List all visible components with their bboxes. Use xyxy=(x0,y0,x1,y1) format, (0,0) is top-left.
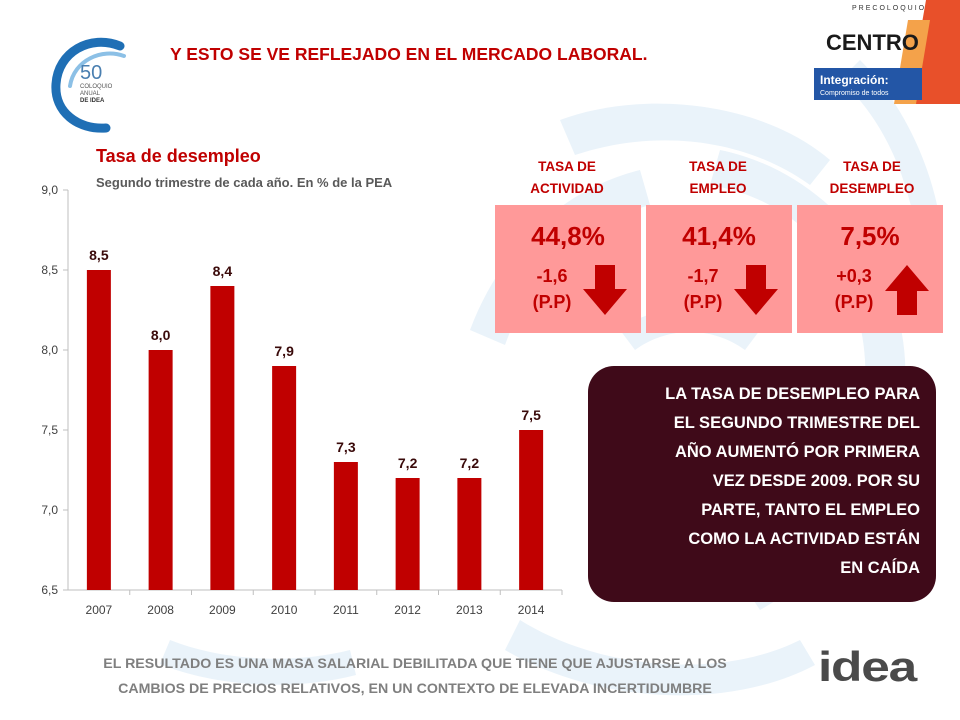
indicator-empleo: 41,4% -1,7 (P.P) xyxy=(646,205,792,333)
centro-label: CENTRO xyxy=(826,30,919,55)
message-line: VEZ DESDE 2009. POR SU xyxy=(712,472,920,490)
indicator-empleo-change-value: -1,7 xyxy=(687,266,719,286)
x-tick-label: 2014 xyxy=(518,603,545,617)
data-label: 8,4 xyxy=(213,263,233,279)
x-tick-label: 2007 xyxy=(86,603,113,617)
message-line: LA TASA DE DESEMPLEO PARA xyxy=(665,385,920,403)
indicator-empleo-label: TASA DE EMPLEO xyxy=(643,156,793,200)
y-tick-label: 8,5 xyxy=(41,263,58,277)
arrow-down-icon xyxy=(583,265,627,315)
message-line: EN CAÍDA xyxy=(840,559,920,577)
indicator-empleo-label-line1: TASA DE xyxy=(689,159,747,174)
coloquio-number: 50 xyxy=(80,62,102,84)
bar xyxy=(457,478,482,590)
unemployment-bar-chart: 6,5 7,0 7,5 8,0 8,5 9,0 8,5 2007 8,0 2008 8,4 2009 7… xyxy=(41,183,563,617)
compromiso-label: Compromiso de todos xyxy=(820,90,889,97)
indicator-actividad-change-unit: (P.P) xyxy=(532,292,572,312)
indicator-desempleo-value: 7,5% xyxy=(840,221,900,251)
y-tick-label: 7,5 xyxy=(41,423,58,437)
indicator-desempleo-label-line1: TASA DE xyxy=(843,159,901,174)
indicator-actividad-change: -1,6 (P.P) xyxy=(517,263,587,315)
indicator-desempleo: 7,5% +0,3 (P.P) xyxy=(797,205,943,333)
footer-line2: CAMBIOS DE PRECIOS RELATIVOS, EN UN CONT… xyxy=(118,681,712,697)
footer-text: EL RESULTADO ES UNA MASA SALARIAL DEBILI… xyxy=(20,652,810,702)
data-label: 8,5 xyxy=(89,247,109,263)
coloquio-line3: DE IDEA xyxy=(80,98,105,104)
indicator-actividad-label: TASA DE ACTIVIDAD xyxy=(492,156,642,200)
message-line: COMO LA ACTIVIDAD ESTÁN xyxy=(688,530,920,548)
indicator-actividad-value: 44,8% xyxy=(531,221,605,251)
data-label: 7,3 xyxy=(336,439,356,455)
page-title: Y ESTO SE VE REFLEJADO EN EL MERCADO LAB… xyxy=(170,44,648,64)
indicator-desempleo-change-value: +0,3 xyxy=(836,266,872,286)
x-tick-label: 2009 xyxy=(209,603,236,617)
y-tick-label: 9,0 xyxy=(41,183,58,197)
arrow-up-icon xyxy=(885,265,929,315)
integracion-label: Integración: xyxy=(820,73,889,87)
message-line: EL SEGUNDO TRIMESTRE DEL xyxy=(673,414,920,432)
data-label: 7,2 xyxy=(398,455,418,471)
indicator-desempleo-change: +0,3 (P.P) xyxy=(819,263,889,315)
chart-subtitle: Segundo trimestre de cada año. En % de l… xyxy=(96,175,393,190)
arrow-down-icon xyxy=(734,265,778,315)
data-label: 7,9 xyxy=(274,343,294,359)
indicator-actividad-label-line1: TASA DE xyxy=(538,159,596,174)
idea-logo-text: idea xyxy=(818,648,918,686)
precoloquio-label: PRECOLOQUIO xyxy=(852,5,926,12)
message-line: AÑO AUMENTÓ POR PRIMERA xyxy=(674,443,920,461)
bar xyxy=(519,430,544,590)
indicator-actividad-label-line2: ACTIVIDAD xyxy=(530,181,604,196)
indicator-empleo-change: -1,7 (P.P) xyxy=(668,263,738,315)
coloquio-line1: COLOQUIO xyxy=(80,84,113,90)
bar xyxy=(86,270,111,590)
x-tick-label: 2011 xyxy=(333,603,359,617)
data-label: 7,5 xyxy=(521,407,541,423)
bar xyxy=(148,350,173,590)
indicator-empleo-value: 41,4% xyxy=(682,221,756,251)
x-tick-label: 2010 xyxy=(271,603,298,617)
bar xyxy=(395,478,420,590)
coloquio-line2: ANUAL xyxy=(80,91,101,97)
y-tick-label: 8,0 xyxy=(41,343,58,357)
chart-title: Tasa de desempleo xyxy=(96,146,261,166)
idea-logo: idea xyxy=(818,648,918,686)
indicator-actividad: 44,8% -1,6 (P.P) xyxy=(495,205,641,333)
x-tick-label: 2012 xyxy=(394,603,421,617)
precoloquio-centro-logo: PRECOLOQUIO CENTRO Integración: Compromi… xyxy=(814,0,960,104)
bar xyxy=(272,366,297,590)
coloquio-50-logo: 50 COLOQUIO ANUAL DE IDEA xyxy=(51,37,126,133)
indicator-empleo-change-unit: (P.P) xyxy=(683,292,723,312)
indicator-actividad-change-value: -1,6 xyxy=(536,266,568,286)
indicator-desempleo-label-line2: DESEMPLEO xyxy=(829,181,915,196)
x-tick-label: 2008 xyxy=(147,603,174,617)
data-label: 7,2 xyxy=(460,455,480,471)
x-tick-label: 2013 xyxy=(456,603,483,617)
indicator-empleo-label-line2: EMPLEO xyxy=(689,181,747,196)
message-line: PARTE, TANTO EL EMPLEO xyxy=(701,501,920,519)
y-tick-label: 7,0 xyxy=(41,503,58,517)
message-box: LA TASA DE DESEMPLEO PARA EL SEGUNDO TRI… xyxy=(588,366,936,602)
indicator-desempleo-change-unit: (P.P) xyxy=(834,292,874,312)
bar xyxy=(210,286,235,590)
y-tick-label: 6,5 xyxy=(41,583,58,597)
bar xyxy=(333,462,358,590)
indicator-desempleo-label: TASA DE DESEMPLEO xyxy=(797,156,947,200)
message-text: LA TASA DE DESEMPLEO PARA EL SEGUNDO TRI… xyxy=(600,380,920,583)
data-label: 8,0 xyxy=(151,327,171,343)
footer-line1: EL RESULTADO ES UNA MASA SALARIAL DEBILI… xyxy=(103,656,727,672)
